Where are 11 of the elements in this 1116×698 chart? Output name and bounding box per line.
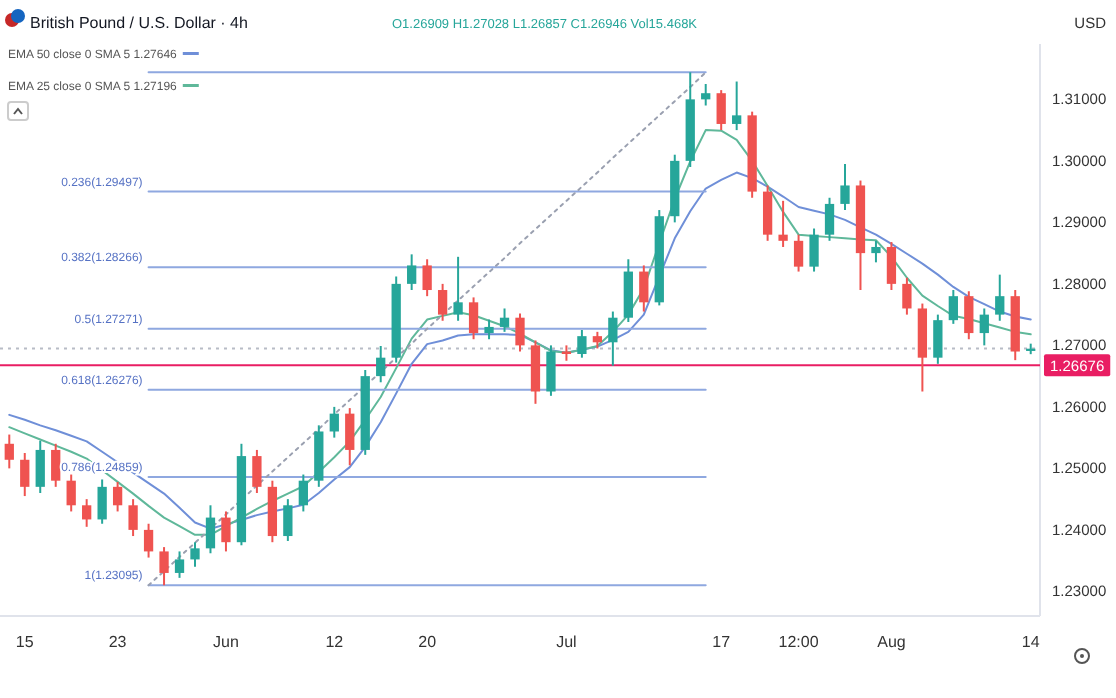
x-tick-label: 20 [418,633,438,652]
x-tick-label: 12:00 [778,633,820,652]
chart-title: British Pound / U.S. Dollar · 4h [30,14,248,32]
x-tick-label: Aug [877,633,906,652]
x-tick-label: Jul [556,633,578,652]
x-tick-label: Jun [213,633,239,652]
x-tick-label: 17 [712,633,732,652]
x-tick-label: 23 [108,633,128,652]
x-tick-label: 15 [15,633,35,652]
x-tick-label: 14 [1021,633,1041,652]
x-tick-label: 12 [325,633,345,652]
